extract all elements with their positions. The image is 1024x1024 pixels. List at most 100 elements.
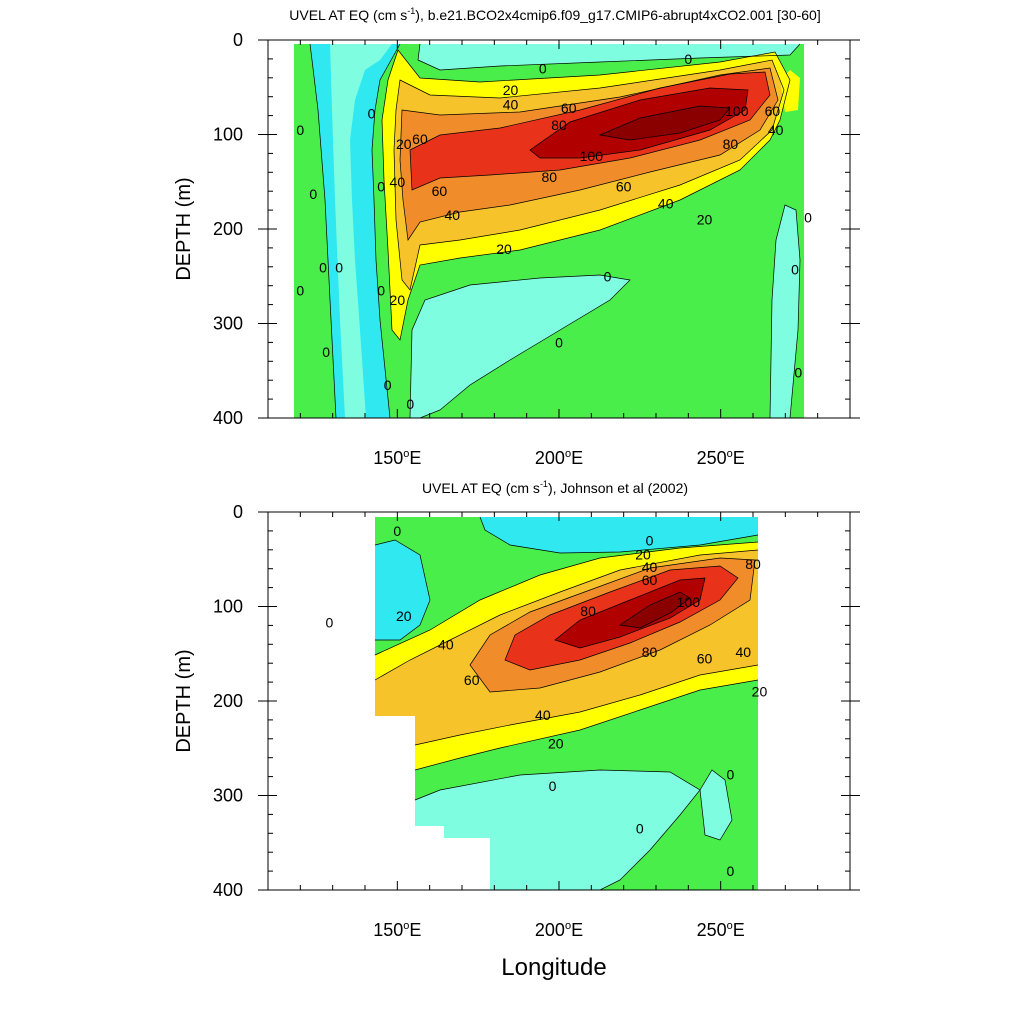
- bottom-contour-label: 40: [535, 707, 551, 723]
- top-contour-label: 0: [684, 51, 692, 67]
- top-contour-label: 0: [555, 334, 563, 350]
- top-contour-label: 0: [322, 344, 330, 360]
- bottom-contour-label: 80: [580, 603, 596, 619]
- top-contour-core: [600, 106, 730, 140]
- top-east-patch: [780, 70, 800, 112]
- top-contour-label: 80: [542, 169, 558, 185]
- top-contour-label: 0: [804, 210, 812, 226]
- bottom-y-tick-label: 400: [213, 880, 243, 900]
- bottom-contour-lines: [374, 516, 759, 890]
- top-contour-label: 0: [309, 186, 317, 202]
- top-y-tick-label: 300: [213, 314, 243, 334]
- bottom-contour-label: 40: [438, 636, 454, 652]
- top-contour-label: 60: [432, 183, 448, 199]
- top-contour-label: 40: [768, 122, 784, 138]
- bottom-y-tick-label: 100: [213, 597, 243, 617]
- top-contour-label: 20: [503, 82, 519, 98]
- top-contour-label: 80: [551, 117, 567, 133]
- top-contour-label: 40: [390, 174, 406, 190]
- bottom-panel: UVEL AT EQ (cm s-1), Johnson et al (2002…: [173, 479, 860, 940]
- bottom-contour-core: [620, 592, 690, 628]
- top-contour-label: 0: [377, 282, 385, 298]
- bottom-contour-label: 80: [745, 556, 761, 572]
- bottom-negative-se: [700, 770, 732, 840]
- top-contour-label: 0: [384, 377, 392, 393]
- top-contour-label: 0: [335, 260, 343, 276]
- bottom-y-tick-label: 300: [213, 786, 243, 806]
- top-contour-label: 20: [496, 241, 512, 257]
- bottom-y-axis-label: DEPTH (m): [173, 649, 195, 752]
- top-contour-label: 100: [725, 103, 749, 119]
- top-y-tick-label: 100: [213, 125, 243, 145]
- top-contour-label: 0: [319, 260, 327, 276]
- bottom-title: UVEL AT EQ (cm s-1), Johnson et al (2002…: [422, 479, 688, 496]
- bottom-contour-label: 0: [726, 863, 734, 879]
- top-contour-label: 60: [765, 103, 781, 119]
- top-negative-surface2: [330, 44, 392, 418]
- bottom-contour-label: 0: [646, 532, 654, 548]
- top-contour-label: 20: [396, 136, 412, 152]
- top-contour-label: 60: [412, 131, 428, 147]
- bottom-contour-label: 100: [677, 594, 701, 610]
- bottom-contour-label: 20: [548, 736, 564, 752]
- bottom-contour-label: 60: [464, 672, 480, 688]
- top-title: UVEL AT EQ (cm s-1), b.e21.BCO2x4cmip6.f…: [289, 6, 820, 23]
- bottom-negative-ne: [480, 517, 758, 553]
- top-y-axis-label: DEPTH (m): [173, 177, 195, 280]
- top-contour-label: 20: [697, 212, 713, 228]
- top-contour-label: 100: [580, 148, 604, 164]
- top-contour-label: 0: [296, 282, 304, 298]
- bottom-contour-label: 60: [697, 650, 713, 666]
- bottom-contour-label: 40: [736, 644, 752, 660]
- top-negative-surface-east: [418, 44, 800, 70]
- bottom-contour-label: 80: [642, 644, 658, 660]
- top-negative-deep: [410, 275, 630, 418]
- top-contour-label: 0: [406, 396, 414, 412]
- top-y-tick-label: 0: [233, 30, 243, 50]
- top-contour-label: 0: [368, 106, 376, 122]
- bottom-y-tick-label: 0: [233, 502, 243, 522]
- top-contour-lines: [309, 43, 801, 418]
- top-contour-label: 60: [616, 178, 632, 194]
- top-negative-surface: [310, 44, 400, 418]
- bottom-negative-nw: [375, 540, 430, 640]
- top-contour-label: 0: [539, 60, 547, 76]
- bottom-contour-label: 40: [642, 559, 658, 575]
- top-contour-label: 0: [791, 262, 799, 278]
- top-y-tick-label: 400: [213, 408, 243, 428]
- bottom-x-tick-label: 200oE: [535, 920, 583, 940]
- top-contour-label: 0: [296, 122, 304, 138]
- bottom-contour-label: 0: [636, 821, 644, 837]
- x-axis-label: Longitude: [501, 954, 606, 981]
- top-contour-label: 80: [723, 136, 739, 152]
- top-contour-label: 40: [658, 195, 674, 211]
- top-x-tick-label: 200oE: [535, 448, 583, 468]
- top-contour-label: 0: [794, 365, 802, 381]
- bottom-contour-label: 0: [393, 523, 401, 539]
- bottom-contour-label: 0: [549, 778, 557, 794]
- top-contour-label: 0: [377, 178, 385, 194]
- top-x-tick-label: 250oE: [697, 448, 745, 468]
- top-contour-label: 0: [604, 268, 612, 284]
- top-x-tick-label: 150oE: [373, 448, 421, 468]
- top-contour-label: 40: [445, 207, 461, 223]
- bottom-contour-label: 0: [726, 767, 734, 783]
- top-negative-east: [770, 205, 800, 418]
- bottom-contour-label: 60: [642, 572, 658, 588]
- top-contour-label: 20: [390, 292, 406, 308]
- bottom-contour-label: 20: [752, 684, 768, 700]
- top-y-tick-label: 200: [213, 219, 243, 239]
- top-panel: UVEL AT EQ (cm s-1), b.e21.BCO2x4cmip6.f…: [173, 6, 860, 468]
- bottom-negative-deep: [415, 770, 700, 890]
- bottom-contour-100: [555, 578, 705, 648]
- bottom-x-tick-label: 150oE: [373, 920, 421, 940]
- top-contour-label: 40: [503, 96, 519, 112]
- bottom-y-tick-label: 200: [213, 691, 243, 711]
- bottom-contour-label: 0: [326, 615, 334, 631]
